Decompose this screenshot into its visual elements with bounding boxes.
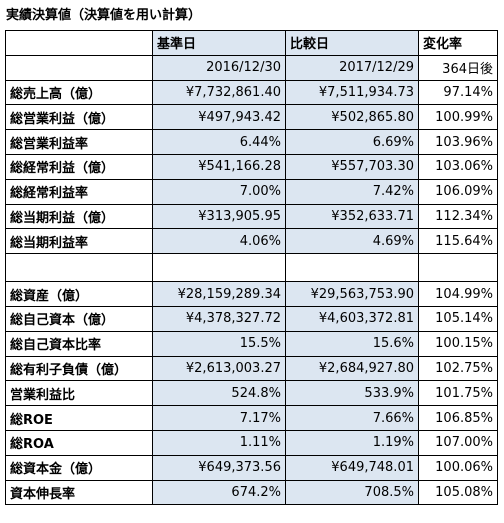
- column-header: 比較日: [285, 30, 419, 56]
- row-label: 総自己資本（億）: [5, 305, 153, 332]
- value-cell: ¥541,166.28: [152, 153, 286, 180]
- value-cell: 104.99%: [418, 281, 498, 307]
- row-label: 総ROE: [5, 405, 153, 431]
- value-cell: 7.42%: [285, 178, 419, 205]
- value-cell: 15.6%: [285, 330, 419, 357]
- value-cell: ¥29,563,753.90: [285, 281, 419, 307]
- value-cell: ¥4,603,372.81: [285, 305, 419, 332]
- row-label: 総当期利益率: [5, 228, 153, 255]
- value-cell: 708.5%: [285, 479, 419, 506]
- row-label: 総営業利益率: [5, 129, 153, 155]
- value-cell: ¥497,943.42: [152, 104, 286, 131]
- row-label: 総自己資本比率: [5, 330, 153, 357]
- value-cell: ¥4,378,327.72: [152, 305, 286, 332]
- blank-cell: [285, 253, 419, 283]
- value-cell: 97.14%: [418, 79, 498, 106]
- table-row: 総ROE 7.17% 7.66% 106.85%: [5, 405, 498, 431]
- blank-cell: [5, 253, 153, 283]
- row-label: 総経常利益率: [5, 178, 153, 205]
- row-label: 総資本金（億）: [5, 454, 153, 481]
- row-label: 総営業利益（億）: [5, 104, 153, 131]
- row-label: 資本伸長率: [5, 479, 153, 506]
- value-cell: ¥7,732,861.40: [152, 79, 286, 106]
- value-cell: ¥557,703.30: [285, 153, 419, 180]
- table-row: 基準日 比較日 変化率: [5, 30, 498, 56]
- table-row: 資本伸長率 674.2% 708.5% 105.08%: [5, 479, 498, 506]
- row-label: 総ROA: [5, 429, 153, 456]
- value-cell: 100.15%: [418, 330, 498, 357]
- column-header: 変化率: [418, 30, 498, 56]
- value-cell: 107.00%: [418, 429, 498, 456]
- value-cell: 105.14%: [418, 305, 498, 332]
- value-cell: 15.5%: [152, 330, 286, 357]
- date-header: 2016/12/30: [152, 54, 286, 81]
- table-row: 総営業利益（億） ¥497,943.42 ¥502,865.80 100.99%: [5, 104, 498, 131]
- table-row: 総経常利益（億） ¥541,166.28 ¥557,703.30 103.06%: [5, 153, 498, 180]
- value-cell: ¥7,511,934.73: [285, 79, 419, 106]
- value-cell: ¥2,684,927.80: [285, 355, 419, 382]
- corner-cell: [5, 30, 153, 56]
- sheet-title: 実績決算値（決算値を用い計算）: [6, 8, 202, 23]
- value-cell: 1.19%: [285, 429, 419, 456]
- row-label: 総資産（億）: [5, 281, 153, 307]
- result-table: 基準日 比較日 変化率 2016/12/30 2017/12/29 364日後 総売上高（億…: [5, 30, 498, 506]
- table-row: 総当期利益率 4.06% 4.69% 115.64%: [5, 228, 498, 255]
- table-row: 総資産（億） ¥28,159,289.34 ¥29,563,753.90 104.99…: [5, 281, 498, 307]
- value-cell: 7.00%: [152, 178, 286, 205]
- table-body: 基準日 比較日 変化率 2016/12/30 2017/12/29 364日後 総売上高（億…: [5, 30, 498, 506]
- value-cell: 100.99%: [418, 104, 498, 131]
- row-label: 総売上高（億）: [5, 79, 153, 106]
- value-cell: 4.69%: [285, 228, 419, 255]
- value-cell: ¥649,373.56: [152, 454, 286, 481]
- value-cell: 112.34%: [418, 203, 498, 230]
- value-cell: 115.64%: [418, 228, 498, 255]
- value-cell: 106.85%: [418, 405, 498, 431]
- value-cell: 4.06%: [152, 228, 286, 255]
- value-cell: 100.06%: [418, 454, 498, 481]
- corner-cell: [5, 54, 153, 81]
- value-cell: ¥649,748.01: [285, 454, 419, 481]
- value-cell: ¥313,905.95: [152, 203, 286, 230]
- value-cell: 6.44%: [152, 129, 286, 155]
- value-cell: 524.8%: [152, 380, 286, 407]
- value-cell: ¥2,613,003.27: [152, 355, 286, 382]
- blank-cell: [152, 253, 286, 283]
- row-label: 総有利子負債（億）: [5, 355, 153, 382]
- table-row: 総当期利益（億） ¥313,905.95 ¥352,633.71 112.34%: [5, 203, 498, 230]
- table-row: 総売上高（億） ¥7,732,861.40 ¥7,511,934.73 97.14%: [5, 79, 498, 106]
- value-cell: 7.17%: [152, 405, 286, 431]
- table-row: 総経常利益率 7.00% 7.42% 106.09%: [5, 178, 498, 205]
- value-cell: 6.69%: [285, 129, 419, 155]
- blank-cell: [418, 253, 498, 283]
- value-cell: 101.75%: [418, 380, 498, 407]
- row-label: 営業利益比: [5, 380, 153, 407]
- value-cell: 674.2%: [152, 479, 286, 506]
- value-cell: 105.08%: [418, 479, 498, 506]
- value-cell: 103.06%: [418, 153, 498, 180]
- table-row: 総自己資本（億） ¥4,378,327.72 ¥4,603,372.81 105.14…: [5, 305, 498, 332]
- value-cell: ¥28,159,289.34: [152, 281, 286, 307]
- table-row: 2016/12/30 2017/12/29 364日後: [5, 54, 498, 81]
- value-cell: ¥502,865.80: [285, 104, 419, 131]
- value-cell: 103.96%: [418, 129, 498, 155]
- table-row: 総営業利益率 6.44% 6.69% 103.96%: [5, 129, 498, 155]
- table-row: 総自己資本比率 15.5% 15.6% 100.15%: [5, 330, 498, 357]
- value-cell: 1.11%: [152, 429, 286, 456]
- row-label: 総当期利益（億）: [5, 203, 153, 230]
- table-row: [5, 253, 498, 283]
- value-cell: ¥352,633.71: [285, 203, 419, 230]
- table-row: 営業利益比 524.8% 533.9% 101.75%: [5, 380, 498, 407]
- date-header: 2017/12/29: [285, 54, 419, 81]
- table-row: 総資本金（億） ¥649,373.56 ¥649,748.01 100.06%: [5, 454, 498, 481]
- table-row: 総有利子負債（億） ¥2,613,003.27 ¥2,684,927.80 102.7…: [5, 355, 498, 382]
- value-cell: 7.66%: [285, 405, 419, 431]
- row-label: 総経常利益（億）: [5, 153, 153, 180]
- value-cell: 102.75%: [418, 355, 498, 382]
- value-cell: 106.09%: [418, 178, 498, 205]
- value-cell: 533.9%: [285, 380, 419, 407]
- column-header: 基準日: [152, 30, 286, 56]
- table-row: 総ROA 1.11% 1.19% 107.00%: [5, 429, 498, 456]
- date-header: 364日後: [418, 54, 498, 81]
